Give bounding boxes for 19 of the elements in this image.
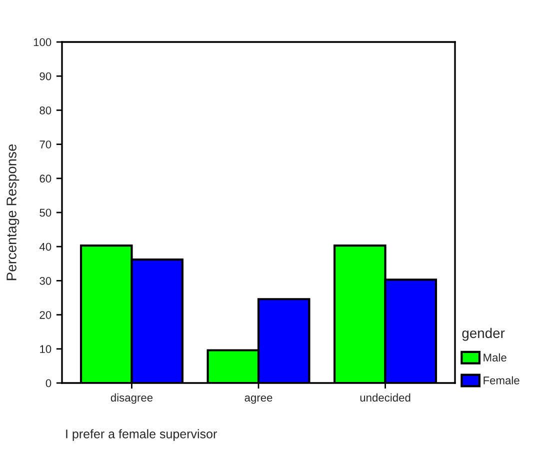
legend-label: Male — [484, 353, 506, 362]
y-tick-label: 100 — [34, 38, 52, 46]
y-axis-title: Percentage Response — [6, 144, 20, 280]
y-tick-label: 90 — [40, 72, 52, 80]
x-tick-label: disagree — [110, 393, 153, 404]
y-tick-label: 10 — [40, 345, 52, 354]
y-tick-label: 80 — [40, 106, 52, 114]
y-tick-label: 40 — [39, 242, 52, 251]
legend-title: gender — [462, 328, 505, 341]
y-tick-label: 70 — [40, 140, 52, 148]
y-tick-label: 60 — [40, 174, 52, 183]
x-axis-title: I prefer a female supervisor — [66, 429, 217, 441]
legend-label: Female — [484, 376, 520, 384]
x-tick-label: undecided — [360, 393, 410, 402]
y-tick-label: 30 — [40, 276, 52, 285]
y-tick-label: 50 — [40, 208, 52, 217]
y-tick-label: 20 — [40, 311, 52, 319]
x-tick-label: agree — [244, 395, 272, 404]
y-tick-label: 0 — [46, 379, 52, 388]
